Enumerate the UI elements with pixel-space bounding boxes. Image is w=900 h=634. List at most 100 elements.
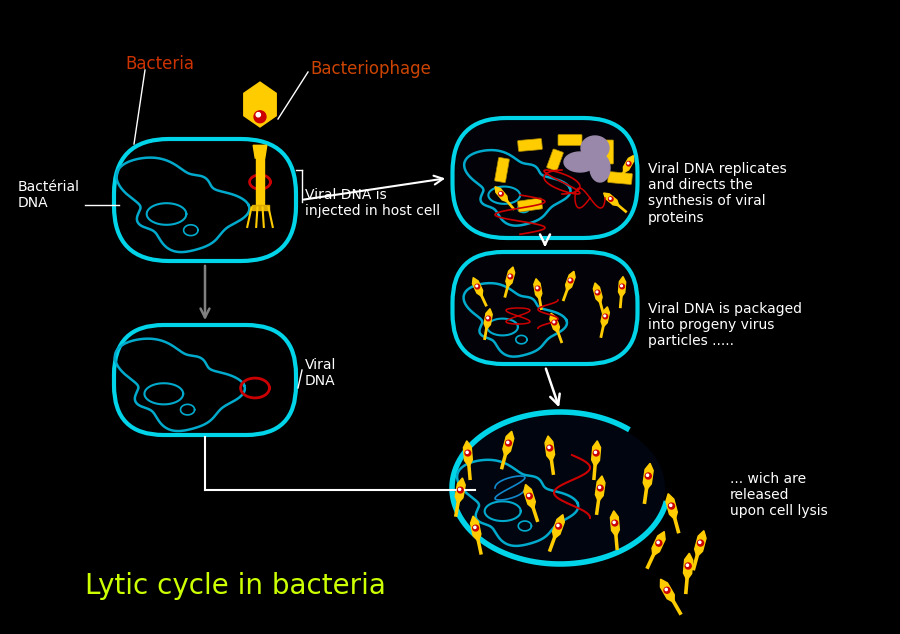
Circle shape	[536, 286, 540, 291]
Text: Viral DNA replicates
and directs the
synthesis of viral
proteins: Viral DNA replicates and directs the syn…	[648, 162, 787, 224]
Circle shape	[645, 473, 652, 479]
Circle shape	[500, 193, 501, 194]
Polygon shape	[503, 431, 514, 456]
Circle shape	[620, 284, 625, 288]
Circle shape	[553, 321, 554, 323]
FancyBboxPatch shape	[453, 252, 637, 364]
Polygon shape	[590, 154, 610, 182]
Circle shape	[552, 320, 557, 325]
Circle shape	[457, 487, 464, 493]
Circle shape	[556, 523, 562, 529]
Circle shape	[685, 563, 691, 569]
Circle shape	[465, 450, 471, 456]
Circle shape	[499, 191, 503, 196]
Circle shape	[698, 541, 701, 543]
Polygon shape	[464, 441, 472, 467]
Circle shape	[603, 314, 608, 319]
Text: Viral
DNA: Viral DNA	[305, 358, 337, 388]
Text: Bacteriophage: Bacteriophage	[310, 60, 431, 78]
Circle shape	[508, 274, 513, 279]
Polygon shape	[550, 313, 560, 333]
Polygon shape	[618, 276, 626, 297]
FancyBboxPatch shape	[608, 172, 633, 184]
Circle shape	[458, 488, 461, 491]
Polygon shape	[455, 478, 465, 503]
Circle shape	[568, 278, 573, 283]
FancyBboxPatch shape	[518, 139, 543, 152]
Polygon shape	[610, 511, 619, 536]
Circle shape	[526, 493, 532, 499]
Circle shape	[627, 162, 629, 164]
Circle shape	[548, 446, 550, 448]
Polygon shape	[472, 278, 482, 297]
Polygon shape	[495, 186, 508, 202]
Polygon shape	[564, 152, 596, 172]
Polygon shape	[253, 145, 266, 158]
FancyBboxPatch shape	[546, 149, 563, 171]
Polygon shape	[565, 271, 575, 291]
Circle shape	[646, 474, 649, 476]
Circle shape	[536, 287, 538, 288]
Polygon shape	[604, 193, 619, 205]
Text: Viral DNA is
injected in host cell: Viral DNA is injected in host cell	[305, 188, 440, 218]
Circle shape	[475, 284, 480, 289]
Text: Viral DNA is packaged
into progeny virus
particles .....: Viral DNA is packaged into progeny virus…	[648, 302, 802, 349]
Circle shape	[547, 445, 553, 451]
Text: Lytic cycle in bacteria: Lytic cycle in bacteria	[85, 572, 386, 600]
Circle shape	[656, 540, 662, 546]
Polygon shape	[506, 267, 515, 287]
Polygon shape	[256, 158, 265, 205]
FancyBboxPatch shape	[453, 118, 637, 238]
Circle shape	[596, 291, 598, 293]
Polygon shape	[596, 476, 605, 501]
Circle shape	[621, 285, 623, 287]
Circle shape	[598, 486, 600, 488]
Polygon shape	[484, 309, 492, 329]
Polygon shape	[524, 484, 536, 509]
Text: Bactérial
DNA: Bactérial DNA	[18, 180, 80, 210]
Polygon shape	[666, 494, 678, 520]
Text: ... wich are
released
upon cell lysis: ... wich are released upon cell lysis	[730, 472, 828, 519]
Circle shape	[609, 198, 611, 199]
Polygon shape	[695, 531, 706, 557]
Circle shape	[665, 588, 668, 591]
Polygon shape	[591, 441, 600, 467]
Polygon shape	[534, 279, 542, 299]
Polygon shape	[545, 436, 554, 462]
Polygon shape	[581, 136, 609, 160]
Circle shape	[613, 521, 616, 524]
FancyBboxPatch shape	[602, 140, 614, 164]
Circle shape	[687, 564, 688, 566]
Circle shape	[604, 315, 606, 317]
Text: Bacteria: Bacteria	[125, 55, 194, 73]
Polygon shape	[601, 307, 609, 327]
Polygon shape	[644, 463, 653, 490]
FancyBboxPatch shape	[518, 198, 543, 212]
Circle shape	[626, 162, 631, 166]
Circle shape	[557, 524, 559, 526]
Circle shape	[507, 441, 508, 443]
Polygon shape	[593, 283, 602, 303]
Circle shape	[657, 541, 659, 543]
Circle shape	[509, 275, 510, 277]
Polygon shape	[251, 205, 268, 210]
FancyBboxPatch shape	[114, 139, 296, 261]
Circle shape	[698, 540, 704, 546]
Polygon shape	[455, 415, 665, 561]
Circle shape	[506, 440, 511, 446]
Circle shape	[476, 285, 478, 287]
Circle shape	[598, 485, 603, 491]
Circle shape	[527, 495, 530, 496]
Circle shape	[569, 279, 571, 281]
Circle shape	[664, 587, 670, 593]
Circle shape	[595, 290, 600, 295]
Polygon shape	[624, 155, 634, 172]
Circle shape	[608, 197, 613, 201]
Circle shape	[593, 450, 599, 456]
Polygon shape	[244, 82, 276, 127]
Polygon shape	[553, 515, 564, 539]
Circle shape	[472, 525, 479, 531]
Polygon shape	[652, 531, 665, 556]
FancyBboxPatch shape	[495, 157, 509, 183]
Circle shape	[466, 451, 468, 453]
